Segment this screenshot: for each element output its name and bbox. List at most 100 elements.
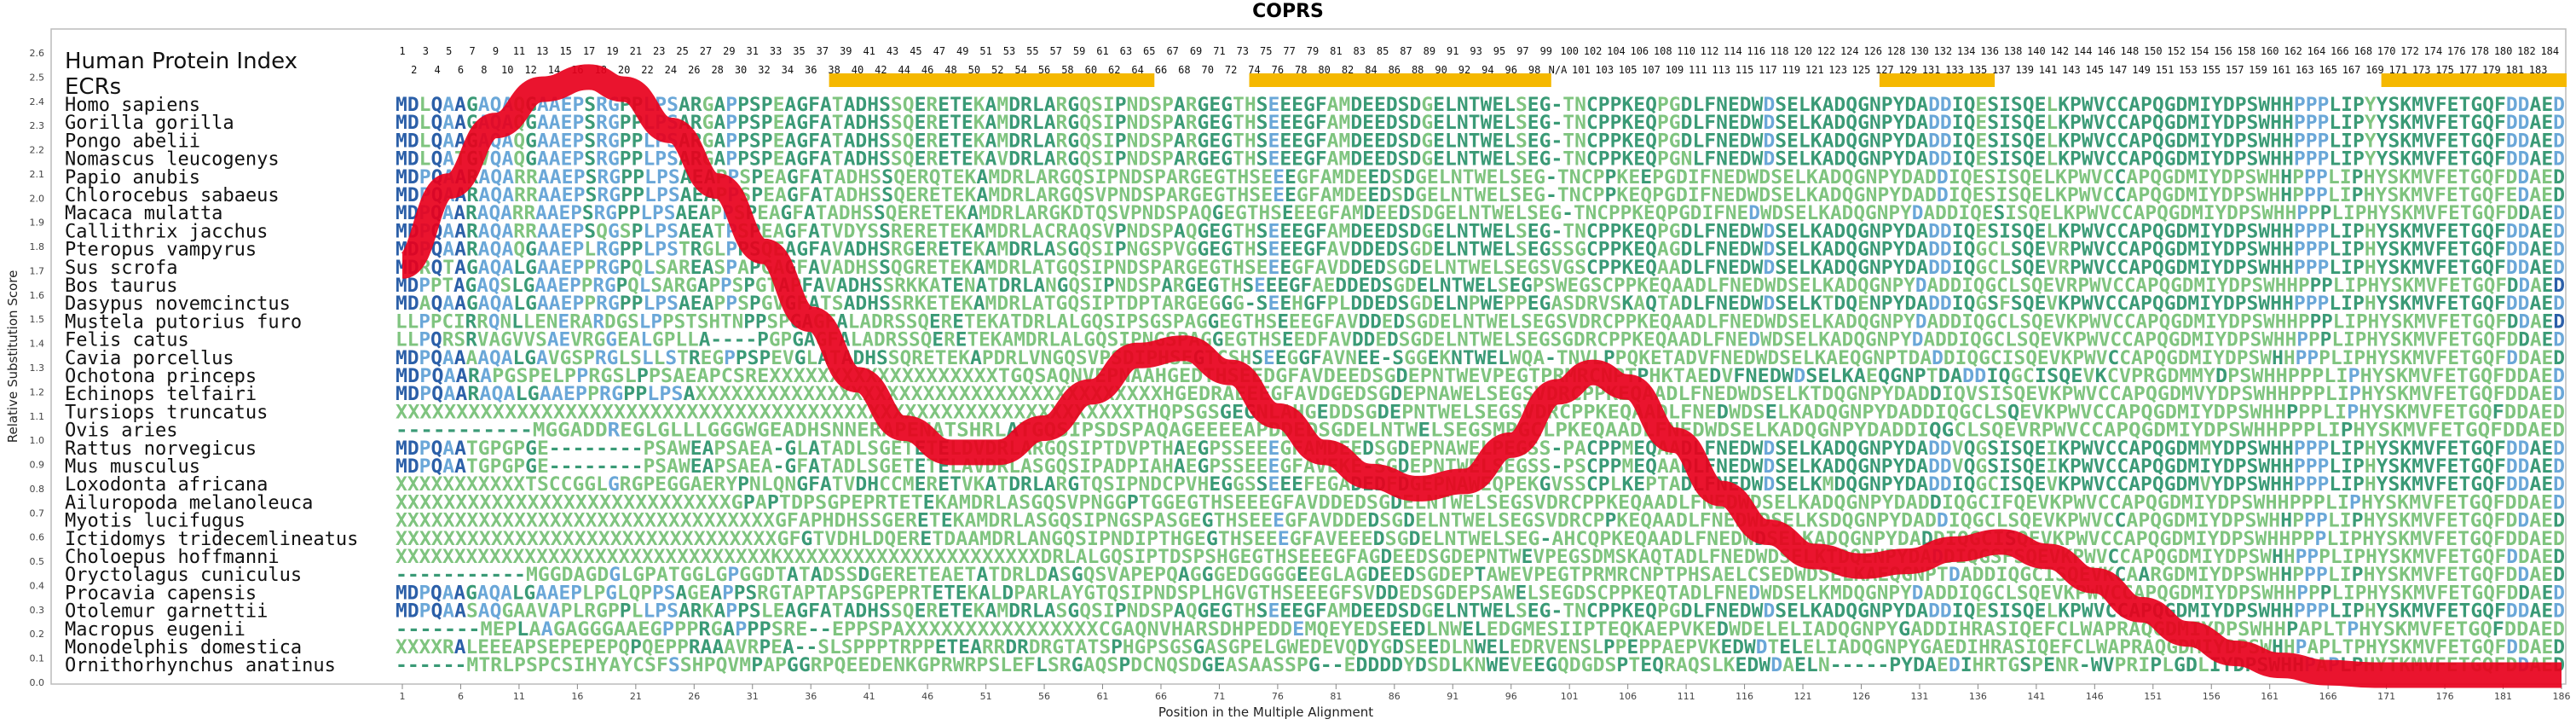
x-tick-label: 166: [2319, 691, 2337, 702]
position-number: 113: [1712, 64, 1730, 76]
position-number: 111: [1689, 64, 1707, 76]
position-number: 58: [1061, 64, 1073, 76]
species-label: Rattus norvegicus: [65, 438, 257, 460]
x-axis-label: Position in the Multiple Alignment: [1158, 705, 1373, 720]
ecr-bar: [1249, 73, 1551, 87]
position-number: 134: [1957, 45, 1976, 57]
position-number: 109: [1666, 64, 1684, 76]
position-number: 22: [641, 64, 653, 76]
position-number: 162: [2284, 45, 2302, 57]
position-number: 59: [1073, 45, 1085, 57]
position-number: 177: [2459, 64, 2478, 76]
y-tick-label: 1.0: [30, 435, 45, 446]
y-tick-label: 1.8: [30, 241, 45, 252]
x-tick-label: 1: [400, 691, 406, 702]
x-tick-label: 31: [747, 691, 759, 702]
human-protein-index-label: Human Protein Index: [65, 49, 297, 74]
x-tick-label: 171: [2377, 691, 2395, 702]
position-number: 32: [758, 64, 770, 76]
x-tick-label: 101: [1561, 691, 1579, 702]
x-tick-label: 181: [2494, 691, 2512, 702]
sequence-row: XXXXXXXXXXXXXXXXXXXXXXXXXXXXXXXXKXXXXXXX…: [396, 547, 2565, 568]
y-tick-label: 0.1: [30, 653, 45, 664]
position-number: 140: [2027, 45, 2046, 57]
position-number: 132: [1933, 45, 1952, 57]
position-number: 75: [1260, 45, 1272, 57]
position-number: 70: [1202, 64, 1214, 76]
species-label: Otolemur garnettii: [65, 601, 268, 623]
position-number: 142: [2050, 45, 2069, 57]
y-tick-label: 1.6: [30, 290, 45, 301]
position-number: 15: [559, 45, 571, 57]
y-tick-label: 0.7: [30, 508, 45, 519]
position-number: 115: [1736, 64, 1754, 76]
position-number: 91: [1447, 45, 1458, 57]
y-tick-label: 1.9: [30, 218, 45, 229]
position-number: 47: [933, 45, 945, 57]
position-number: 97: [1516, 45, 1528, 57]
position-number: 37: [817, 45, 829, 57]
position-number: 55: [1026, 45, 1038, 57]
position-number: 165: [2319, 64, 2337, 76]
sequence-row: MDLQAAGAQAQGAAEPSRGPPLPSARGAPPSPEAGFATAD…: [396, 95, 2565, 116]
position-number: 42: [875, 64, 887, 76]
species-label: Macropus eugenii: [65, 619, 245, 641]
sequence-row: MDPQAASAQGAAVAPLRGPPLLPSARKAPPSLEAGFATAD…: [396, 601, 2565, 623]
y-tick-label: 0.4: [30, 580, 45, 591]
y-tick-label: 2.0: [30, 193, 45, 204]
position-number: 106: [1630, 45, 1649, 57]
x-tick-label: 131: [1910, 691, 1928, 702]
sequence-row: MDPQAARAQAQGAAEPLRGPPLPSTRGLPPSQEAGFAVAD…: [396, 240, 2565, 261]
position-number: 10: [501, 64, 513, 76]
position-number: 114: [1724, 45, 1742, 57]
x-tick-label: 161: [2261, 691, 2279, 702]
position-number: 156: [2214, 45, 2232, 57]
x-tick-label: 176: [2436, 691, 2454, 702]
species-label: Oryctolagus cuniculus: [65, 565, 302, 586]
x-tick-label: 106: [1619, 691, 1637, 702]
y-axis: 0.0 0.1 0.2 0.3 0.4 0.5 0.6 0.7 0.8 0.9 1.0 1.1 1.2 1…: [30, 48, 45, 688]
y-tick-label: 1.2: [30, 386, 45, 397]
species-label: Homo sapiens: [65, 95, 200, 116]
position-number: 51: [979, 45, 991, 57]
plot-area-frame: [50, 28, 2567, 685]
position-number: 87: [1400, 45, 1412, 57]
position-number: 160: [2261, 45, 2279, 57]
position-number: 135: [1969, 64, 1988, 76]
position-number: 19: [606, 45, 618, 57]
position-number: 31: [747, 45, 759, 57]
position-number: 3: [423, 45, 429, 57]
sequence-row: MDPQAARAQARRAAEPSRGPPLPSAEAPPSPEAGFATADH…: [396, 203, 2565, 224]
x-tick-label: 46: [921, 691, 933, 702]
position-number: 71: [1213, 45, 1225, 57]
position-number: 89: [1424, 45, 1435, 57]
species-label: Papio anubis: [65, 167, 200, 188]
position-number: 77: [1283, 45, 1295, 57]
x-tick-label: 56: [1038, 691, 1050, 702]
position-number: 149: [2132, 64, 2151, 76]
position-number: 101: [1572, 64, 1591, 76]
position-number: 129: [1898, 64, 1917, 76]
sequence-row: MDRQTAGAQALGAAEPPRGPQLSAREASPAPGAGFAVADH…: [396, 258, 2565, 279]
species-label: Bos taurus: [65, 276, 177, 297]
position-number: N/A: [1549, 64, 1568, 76]
y-tick-label: 2.4: [30, 96, 45, 107]
y-tick-label: 2.2: [30, 145, 45, 156]
position-number: 40: [852, 64, 863, 76]
species-label: Chlorocebus sabaeus: [65, 185, 280, 206]
position-number: 29: [723, 45, 735, 57]
position-number: 126: [1863, 45, 1882, 57]
y-tick-label: 1.3: [30, 362, 45, 374]
species-label: Ornithorhynchus anatinus: [65, 655, 336, 676]
position-number: 46: [921, 64, 933, 76]
position-number: 107: [1642, 64, 1661, 76]
position-number: 72: [1225, 64, 1237, 76]
position-number: 84: [1365, 64, 1377, 76]
position-number: 158: [2237, 45, 2255, 57]
y-tick-label: 2.5: [30, 72, 45, 83]
sequence-row: MDPQAAGAQALGAAEPLPGLQPPSAGEAPPSRGTAPTAPS…: [396, 583, 2565, 604]
x-tick-label: 51: [980, 691, 992, 702]
position-number: 64: [1131, 64, 1143, 76]
species-label: Callithrix jacchus: [65, 221, 268, 242]
y-tick-label: 1.1: [30, 411, 45, 422]
